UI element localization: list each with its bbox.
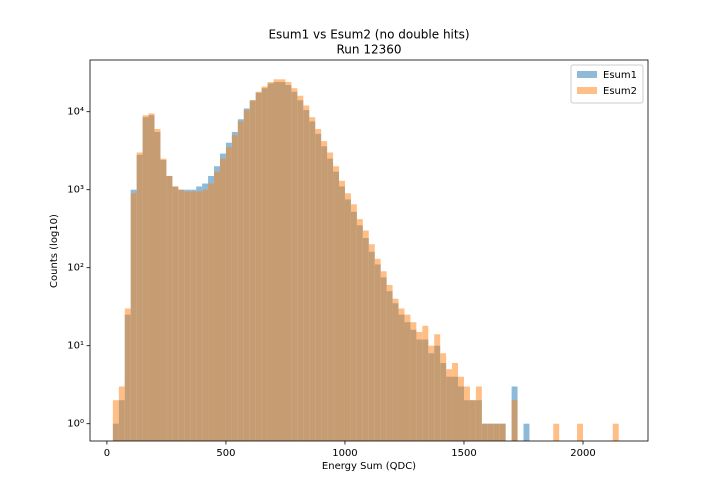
bar xyxy=(511,400,518,441)
bar xyxy=(160,158,167,441)
bar xyxy=(130,193,137,441)
bar xyxy=(463,386,470,441)
bar xyxy=(398,308,405,441)
bar xyxy=(148,113,155,441)
bar xyxy=(458,376,464,441)
bar xyxy=(124,308,131,441)
x-tick-label: 1000 xyxy=(332,448,357,459)
legend-swatch xyxy=(577,71,597,78)
series xyxy=(112,79,619,442)
y-tick-label: 10³ xyxy=(67,185,84,196)
bar xyxy=(178,189,185,441)
bar xyxy=(261,86,268,441)
bar xyxy=(380,271,387,441)
y-tick-label: 10⁰ xyxy=(67,419,84,430)
bar xyxy=(368,244,375,441)
y-tick-label: 10² xyxy=(67,263,84,274)
bar xyxy=(386,284,393,441)
bar xyxy=(196,191,203,441)
bar xyxy=(255,91,262,442)
legend-label: Esum2 xyxy=(603,86,637,97)
x-tick-label: 500 xyxy=(216,448,235,459)
bar xyxy=(190,191,197,441)
y-axis-label: Counts (log10) xyxy=(49,214,60,288)
bar xyxy=(493,423,500,441)
bar xyxy=(356,219,363,441)
bar xyxy=(362,230,369,441)
legend-swatch xyxy=(577,87,597,94)
x-axis-label: Energy Sum (QDC) xyxy=(322,461,416,472)
bar xyxy=(249,100,256,442)
bar xyxy=(303,105,310,442)
bar xyxy=(267,82,274,442)
bar xyxy=(315,128,322,441)
bar xyxy=(309,117,316,442)
bar xyxy=(184,191,191,441)
bar xyxy=(297,95,304,442)
bar xyxy=(612,423,619,441)
bar xyxy=(481,423,488,441)
x-tick-label: 0 xyxy=(104,448,110,459)
bar xyxy=(219,158,226,441)
bar xyxy=(416,331,423,441)
bar xyxy=(344,193,351,441)
bar xyxy=(166,175,173,441)
plot-frame xyxy=(89,59,649,442)
bar xyxy=(440,353,447,441)
bar xyxy=(112,400,119,441)
bar xyxy=(374,258,381,441)
y-tick-label: 10⁴ xyxy=(67,107,84,118)
bar xyxy=(499,423,506,441)
bar xyxy=(553,423,560,441)
bar xyxy=(422,325,429,441)
bar xyxy=(225,147,232,441)
x-tick-label: 1500 xyxy=(451,448,476,459)
bar xyxy=(214,171,220,442)
x-tick-label: 2000 xyxy=(570,448,595,459)
bar xyxy=(142,115,149,442)
chart-subtitle: Run 12360 xyxy=(337,43,402,57)
bar xyxy=(333,166,340,441)
bar xyxy=(523,423,530,441)
bar xyxy=(243,110,250,442)
bar xyxy=(118,386,125,441)
bar xyxy=(577,423,584,441)
bar xyxy=(291,88,298,442)
bar xyxy=(452,362,459,441)
bar xyxy=(273,79,280,442)
bar xyxy=(404,314,411,441)
bar xyxy=(154,128,161,441)
bar xyxy=(410,322,417,441)
bar xyxy=(279,79,286,442)
bar xyxy=(327,152,334,442)
bar xyxy=(202,189,209,441)
bar xyxy=(428,345,435,441)
bar xyxy=(392,298,399,441)
bar xyxy=(208,183,215,441)
bar xyxy=(172,186,179,441)
bar xyxy=(136,152,143,442)
bar xyxy=(285,82,292,442)
bar xyxy=(231,135,238,441)
bar xyxy=(487,423,494,441)
bar xyxy=(434,334,441,441)
legend-label: Esum1 xyxy=(603,70,637,81)
bar xyxy=(475,386,482,441)
bar xyxy=(446,369,453,441)
bar xyxy=(237,121,244,442)
bar xyxy=(350,204,357,441)
y-tick-label: 10¹ xyxy=(67,341,84,352)
chart-title: Esum1 vs Esum2 (no double hits) xyxy=(268,28,469,42)
bar xyxy=(321,141,328,441)
bar xyxy=(469,400,476,441)
bar xyxy=(339,180,345,442)
